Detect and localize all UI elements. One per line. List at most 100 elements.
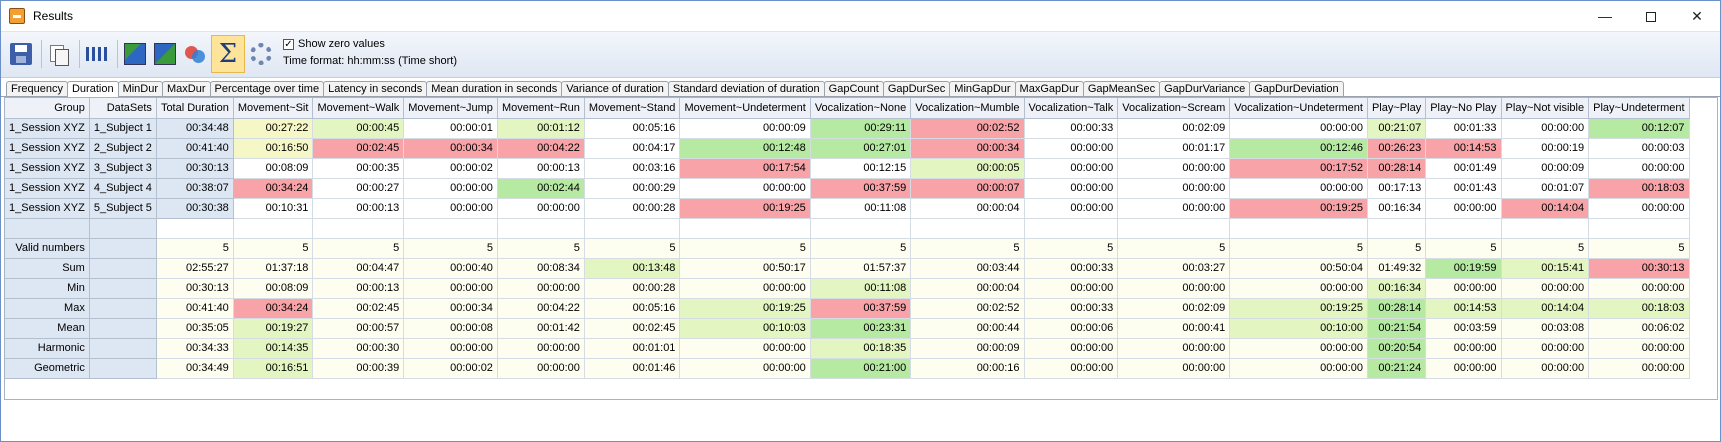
tab-percentage-over-time[interactable]: Percentage over time [209, 81, 325, 96]
stat-value-cell[interactable]: 00:00:13 [312, 278, 405, 299]
column-header[interactable]: Vocalization~Undeterment [1229, 98, 1368, 119]
stat-value-cell[interactable]: 00:00:00 [1501, 358, 1590, 379]
stat-value-cell[interactable]: 00:00:00 [1425, 278, 1502, 299]
stat-value-cell[interactable]: 00:23:31 [810, 318, 912, 339]
value-cell[interactable]: 00:00:00 [1117, 198, 1231, 219]
stat-value-cell[interactable]: 00:01:46 [584, 358, 681, 379]
stat-value-cell[interactable]: 00:01:42 [497, 318, 585, 339]
value-cell[interactable]: 00:12:07 [1588, 118, 1690, 139]
stats-row[interactable]: Mean 00:35:05 00:19:27 00:00:57 00:00:08 00:0… [5, 318, 1690, 339]
value-cell[interactable]: 00:02:09 [1117, 118, 1231, 139]
stat-value-cell[interactable]: 01:49:32 [1367, 258, 1427, 279]
value-cell[interactable]: 00:03:16 [584, 158, 681, 179]
column-header[interactable]: Vocalization~Talk [1024, 98, 1119, 119]
tab-duration[interactable]: Duration [66, 81, 119, 97]
value-cell[interactable]: 00:01:43 [1425, 178, 1502, 199]
stat-value-cell[interactable]: 5 [910, 238, 1025, 259]
value-cell[interactable]: 00:14:53 [1425, 138, 1502, 159]
value-cell[interactable]: 00:16:34 [1367, 198, 1427, 219]
stat-value-cell[interactable]: 00:34:33 [156, 338, 234, 359]
tab-standard-deviation-of-duration[interactable]: Standard deviation of duration [667, 81, 825, 96]
tab-maxdur[interactable]: MaxDur [162, 81, 211, 96]
column-header[interactable]: Play~No Play [1425, 98, 1502, 119]
value-cell[interactable]: 00:00:09 [1501, 158, 1590, 179]
table-row[interactable]: 1_Session XYZ 3_Subject 3 00:30:13 00:08:09… [5, 158, 1690, 179]
dataset-cell[interactable]: 4_Subject 4 [89, 178, 157, 199]
stat-value-cell[interactable]: 5 [679, 238, 811, 259]
group-cell[interactable]: 1_Session XYZ [5, 118, 90, 139]
value-cell[interactable]: 00:00:00 [1588, 158, 1690, 179]
value-cell[interactable]: 00:00:00 [1501, 118, 1590, 139]
show-zero-checkbox[interactable]: ✓ Show zero values [283, 38, 385, 50]
value-cell[interactable]: 00:17:54 [679, 158, 811, 179]
stat-label-cell[interactable]: Sum [5, 258, 90, 279]
stat-value-cell[interactable]: 00:00:00 [1117, 338, 1231, 359]
stat-label-cell[interactable]: Harmonic [5, 338, 90, 359]
stat-value-cell[interactable]: 00:08:34 [497, 258, 585, 279]
stat-value-cell[interactable]: 00:03:44 [910, 258, 1025, 279]
stat-value-cell[interactable]: 00:00:00 [1117, 358, 1231, 379]
group-cell[interactable]: 1_Session XYZ [5, 158, 90, 179]
table-row[interactable]: 1_Session XYZ 5_Subject 5 00:30:38 00:10:31… [5, 198, 1690, 219]
value-cell[interactable]: 00:12:48 [679, 138, 811, 159]
value-cell[interactable]: 00:14:04 [1501, 198, 1590, 219]
tab-variance-of-duration[interactable]: Variance of duration [561, 81, 669, 96]
value-cell[interactable]: 00:00:00 [1117, 178, 1231, 199]
stats-row[interactable]: Valid numbers 5 5 5 5 5 5 5 5 5 5 5 5 5 5 5 5 [5, 238, 1690, 259]
value-cell[interactable]: 00:27:22 [233, 118, 314, 139]
close-button[interactable]: ✕ [1691, 8, 1703, 24]
stat-value-cell[interactable]: 00:00:00 [679, 358, 811, 379]
value-cell[interactable]: 00:00:00 [1024, 178, 1119, 199]
value-cell[interactable]: 00:00:00 [403, 198, 498, 219]
column-header[interactable]: Movement~Sit [233, 98, 314, 119]
stat-value-cell[interactable]: 00:05:16 [584, 298, 681, 319]
stat-value-cell[interactable]: 00:00:02 [403, 358, 498, 379]
stat-label-cell[interactable]: Mean [5, 318, 90, 339]
value-cell[interactable]: 00:00:05 [910, 158, 1025, 179]
stat-value-cell[interactable]: 00:00:00 [1425, 338, 1502, 359]
chart-compare-button[interactable] [149, 38, 181, 70]
stat-value-cell[interactable]: 00:01:01 [584, 338, 681, 359]
value-cell[interactable]: 00:21:07 [1367, 118, 1427, 139]
stat-value-cell[interactable]: 00:02:09 [1117, 298, 1231, 319]
tab-mingapdur[interactable]: MinGapDur [949, 81, 1016, 96]
value-cell[interactable]: 00:00:45 [312, 118, 405, 139]
value-cell[interactable]: 00:11:08 [810, 198, 912, 219]
value-cell[interactable]: 00:00:00 [403, 178, 498, 199]
stat-value-cell[interactable]: 00:00:00 [403, 338, 498, 359]
value-cell[interactable]: 00:00:00 [1425, 198, 1502, 219]
stat-value-cell[interactable]: 00:34:49 [156, 358, 234, 379]
value-cell[interactable]: 00:30:38 [156, 198, 234, 219]
stat-value-cell[interactable]: 00:14:35 [233, 338, 314, 359]
stat-value-cell[interactable]: 00:03:27 [1117, 258, 1231, 279]
stat-label-cell[interactable]: Geometric [5, 358, 90, 379]
table-row[interactable]: 1_Session XYZ 2_Subject 2 00:41:40 00:16:50… [5, 138, 1690, 159]
stat-value-cell[interactable]: 5 [233, 238, 314, 259]
stat-value-cell[interactable]: 00:00:00 [497, 338, 585, 359]
stat-value-cell[interactable]: 00:04:47 [312, 258, 405, 279]
stat-value-cell[interactable]: 5 [1425, 238, 1502, 259]
value-cell[interactable]: 00:04:17 [584, 138, 681, 159]
venn-button[interactable] [179, 38, 211, 70]
value-cell[interactable]: 00:12:46 [1229, 138, 1368, 159]
stat-value-cell[interactable]: 00:00:57 [312, 318, 405, 339]
statistics-sigma-button[interactable]: Σ [211, 35, 245, 73]
value-cell[interactable]: 00:00:04 [910, 198, 1025, 219]
value-cell[interactable]: 00:00:00 [1024, 138, 1119, 159]
value-cell[interactable]: 00:10:31 [233, 198, 314, 219]
stat-value-cell[interactable]: 00:14:53 [1425, 298, 1502, 319]
title-bar[interactable]: Results — ✕ [1, 1, 1720, 32]
checkbox-box[interactable]: ✓ [283, 38, 294, 50]
stat-label-cell[interactable]: Max [5, 298, 90, 319]
value-cell[interactable]: 00:41:40 [156, 138, 234, 159]
value-cell[interactable]: 00:01:12 [497, 118, 585, 139]
value-cell[interactable]: 00:30:13 [156, 158, 234, 179]
table-row[interactable]: 1_Session XYZ 4_Subject 4 00:38:07 00:34:24… [5, 178, 1690, 199]
value-cell[interactable]: 00:19:25 [679, 198, 811, 219]
value-cell[interactable]: 00:00:29 [584, 178, 681, 199]
column-header[interactable]: Movement~Stand [584, 98, 681, 119]
stat-value-cell[interactable]: 00:00:33 [1024, 258, 1119, 279]
value-cell[interactable]: 00:00:19 [1501, 138, 1590, 159]
value-cell[interactable]: 00:02:45 [312, 138, 405, 159]
stat-value-cell[interactable]: 00:19:25 [1229, 298, 1368, 319]
